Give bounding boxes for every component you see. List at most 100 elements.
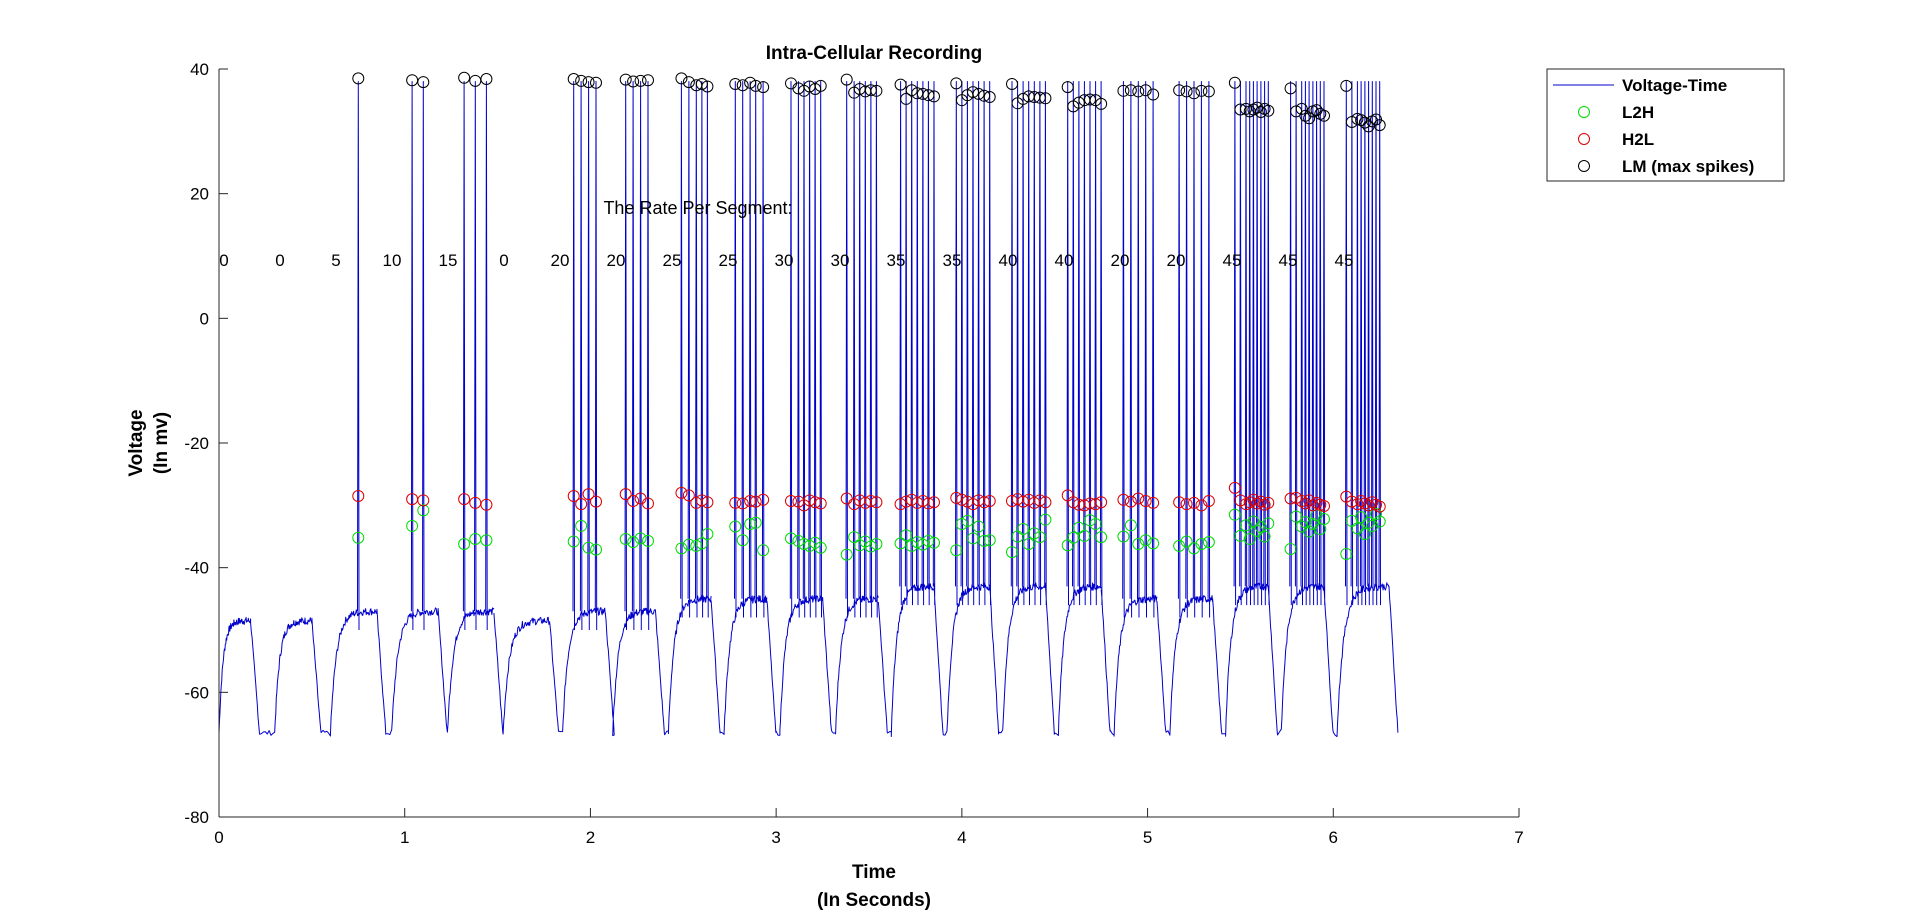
h2l-marker bbox=[928, 496, 940, 509]
h2l-marker bbox=[695, 494, 708, 507]
l2h-marker bbox=[1017, 523, 1030, 536]
l2h-marker bbox=[792, 534, 805, 547]
lm-marker bbox=[582, 76, 595, 89]
h2l-marker bbox=[1295, 494, 1308, 507]
l2h-marker bbox=[1072, 521, 1085, 534]
h2l-marker bbox=[575, 498, 588, 511]
y-tick-label: 40 bbox=[190, 60, 209, 79]
lm-marker bbox=[682, 76, 695, 89]
l2h-marker bbox=[1373, 515, 1386, 528]
lm-marker bbox=[1006, 77, 1018, 90]
h2l-marker bbox=[894, 498, 907, 511]
h2l-marker bbox=[1117, 493, 1130, 506]
h2l-marker bbox=[701, 496, 714, 509]
lm-marker bbox=[1173, 84, 1186, 97]
rate-label: 45 bbox=[1279, 251, 1298, 270]
l2h-marker bbox=[682, 538, 695, 551]
lm-marker bbox=[1072, 96, 1085, 109]
lm-marker bbox=[916, 87, 929, 100]
l2h-marker bbox=[736, 534, 749, 547]
h2l-marker bbox=[1188, 496, 1200, 509]
lm-marker bbox=[458, 71, 471, 84]
h2l-marker bbox=[744, 494, 757, 507]
x-tick-label: 6 bbox=[1329, 828, 1338, 847]
lm-marker bbox=[1095, 97, 1108, 110]
rate-label: 0 bbox=[499, 251, 508, 270]
y-axis-label-line2: (In mv) bbox=[151, 412, 172, 474]
l2h-marker bbox=[567, 535, 580, 548]
y-ticks: -80 -60 -40 -20 0 20 40 bbox=[184, 60, 228, 827]
lm-marker bbox=[1358, 116, 1371, 129]
lm-marker bbox=[744, 76, 757, 89]
l2h-marker bbox=[590, 543, 602, 556]
lm-marker bbox=[809, 82, 822, 95]
h2l-marker bbox=[352, 489, 365, 502]
y-tick-label: -20 bbox=[184, 434, 209, 453]
h2l-marker bbox=[1254, 495, 1267, 508]
l2h-marker bbox=[1195, 537, 1208, 550]
lm-marker bbox=[1228, 76, 1241, 89]
l2h-marker bbox=[1262, 517, 1275, 530]
h2l-marker bbox=[1262, 496, 1275, 509]
l2h-marker bbox=[701, 528, 714, 541]
lm-marker bbox=[1284, 82, 1297, 95]
y-tick-label: -60 bbox=[184, 683, 209, 702]
l2h-marker bbox=[582, 541, 595, 554]
h2l-marker bbox=[729, 496, 742, 509]
rate-label: 45 bbox=[1335, 251, 1354, 270]
lm-marker bbox=[1254, 106, 1267, 119]
l2h-marker bbox=[1173, 539, 1186, 552]
rate-label: 20 bbox=[1167, 251, 1186, 270]
h2l-marker bbox=[978, 496, 991, 509]
h2l-marker bbox=[417, 494, 430, 507]
l2h-marker bbox=[1124, 519, 1137, 532]
lm-marker bbox=[417, 76, 430, 89]
l2h-marker bbox=[1033, 531, 1046, 544]
lm-marker bbox=[894, 78, 907, 91]
l2h-marker bbox=[972, 520, 985, 533]
h2l-marker bbox=[1095, 496, 1108, 509]
lm-marker bbox=[1303, 112, 1316, 125]
l2h-marker bbox=[1095, 531, 1108, 544]
lm-marker bbox=[1124, 84, 1137, 97]
h2l-marker bbox=[627, 494, 640, 507]
legend-circle-swatch bbox=[1578, 160, 1590, 172]
l2h-marker bbox=[864, 540, 877, 553]
l2h-marker bbox=[619, 532, 632, 545]
h2l-marker bbox=[675, 486, 688, 499]
h2l-marker bbox=[1089, 498, 1102, 511]
l2h-marker bbox=[1117, 530, 1130, 543]
rate-label: 40 bbox=[1055, 251, 1074, 270]
rate-label: 0 bbox=[219, 251, 228, 270]
x-tick-label: 7 bbox=[1514, 828, 1523, 847]
rate-label: 35 bbox=[943, 251, 962, 270]
lm-marker bbox=[1234, 103, 1247, 116]
rate-label: 45 bbox=[1223, 251, 1242, 270]
h2l-marker bbox=[870, 496, 883, 509]
l2h-marker bbox=[978, 534, 991, 547]
lm-marker bbox=[619, 73, 632, 86]
rate-label: 25 bbox=[663, 251, 682, 270]
x-tick-label: 3 bbox=[771, 828, 780, 847]
rate-label: 20 bbox=[1111, 251, 1130, 270]
x-axis-label-line2: (In Seconds) bbox=[817, 890, 931, 911]
l2h-marker bbox=[1139, 534, 1152, 547]
l2h-marker bbox=[406, 519, 419, 532]
lm-marker bbox=[575, 74, 588, 87]
x-tick-label: 2 bbox=[586, 828, 595, 847]
h2l-marker bbox=[1284, 492, 1297, 505]
lm-marker bbox=[1262, 104, 1275, 117]
l2h-marker bbox=[955, 518, 968, 531]
l2h-marker bbox=[1290, 510, 1303, 523]
lm-marker bbox=[480, 72, 493, 85]
l2h-marker bbox=[840, 548, 853, 561]
l2h-marker bbox=[1366, 519, 1379, 532]
l2h-marker bbox=[729, 520, 742, 533]
l2h-marker bbox=[690, 539, 703, 552]
legend-circle-swatch bbox=[1578, 133, 1590, 145]
y-tick-label: -40 bbox=[184, 559, 209, 578]
legend-circle-swatch bbox=[1578, 106, 1590, 118]
lm-marker bbox=[675, 72, 688, 85]
rate-label: 30 bbox=[831, 251, 850, 270]
h2l-marker bbox=[1373, 500, 1386, 513]
